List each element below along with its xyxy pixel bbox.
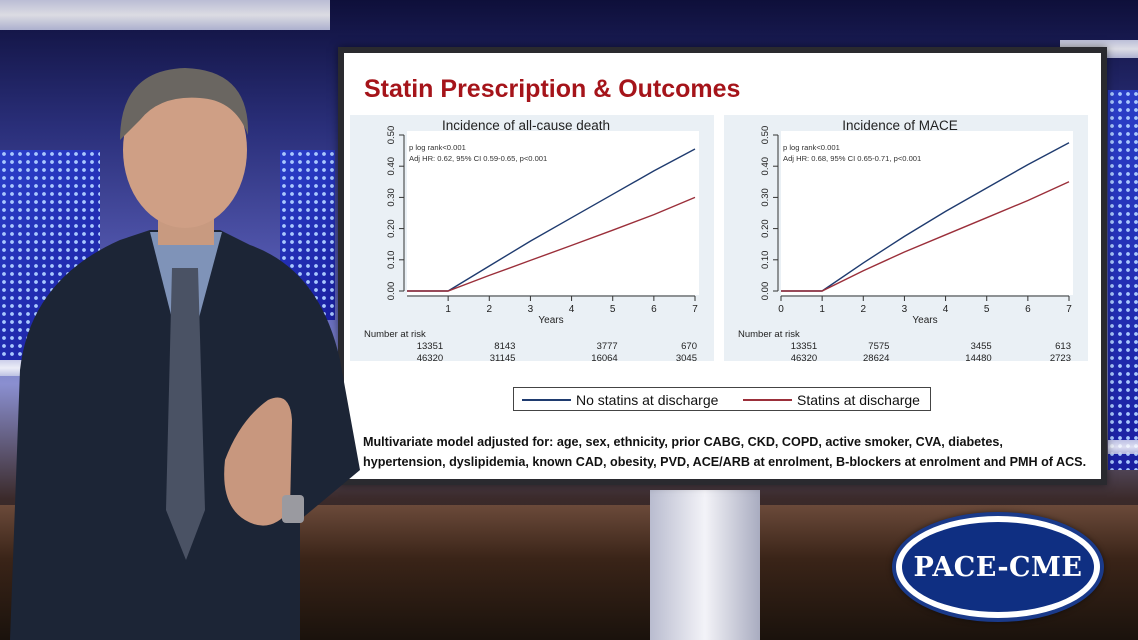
presentation-slide: Statin Prescription & Outcomes Incidence… bbox=[338, 47, 1107, 485]
presenter-watch bbox=[282, 495, 304, 523]
x-tick-label: 4 bbox=[943, 304, 949, 315]
risk-table-cell: 46320 bbox=[417, 353, 443, 361]
y-tick-label: 0.10 bbox=[386, 251, 397, 269]
series-line-statins bbox=[407, 196, 696, 292]
chart-panel-all-cause-death: Incidence of all-cause death 0.00 0.10 0.20… bbox=[350, 115, 714, 361]
x-tick-label: 6 bbox=[651, 304, 657, 315]
y-tick-label: 0.50 bbox=[760, 126, 771, 145]
series-line-no-statins bbox=[781, 142, 1070, 292]
risk-table-cell: 28624 bbox=[863, 353, 889, 361]
risk-table-cell: 7575 bbox=[868, 341, 889, 352]
y-tick-label: 0.20 bbox=[760, 219, 771, 238]
y-tick-label: 0.20 bbox=[386, 219, 397, 238]
x-tick-label: 2 bbox=[487, 304, 493, 315]
y-tick-label: 0.30 bbox=[386, 188, 397, 207]
risk-table-cell: 3045 bbox=[676, 353, 697, 361]
chart-all-cause-death: Incidence of all-cause death 0.00 0.10 0.20… bbox=[364, 118, 699, 361]
y-tick-label: 0.00 bbox=[760, 282, 771, 301]
footnote-line-2: hypertension, dyslipidemia, known CAD, o… bbox=[363, 455, 1087, 469]
presenter-figure bbox=[10, 68, 360, 640]
x-tick-label: 4 bbox=[569, 304, 575, 315]
risk-table-cell: 14480 bbox=[965, 353, 991, 361]
x-axis-label: Years bbox=[538, 315, 563, 326]
risk-table-cell: 31145 bbox=[490, 353, 516, 361]
series-line-statins bbox=[781, 181, 1070, 292]
risk-table-cell: 670 bbox=[681, 341, 697, 352]
chart-mace: Incidence of MACE 0.00 0.10 0.20 0.30 0.40 0.5… bbox=[738, 118, 1073, 361]
model-adjustment-footnote: Multivariate model adjusted for: age, se… bbox=[363, 432, 1103, 472]
presenter-hand bbox=[224, 397, 292, 526]
studio-light-bar-right bbox=[1108, 440, 1138, 454]
x-tick-label: 7 bbox=[1066, 304, 1072, 315]
x-tick-label: 1 bbox=[445, 304, 451, 315]
chart-legend: No statins at discharge Statins at disch… bbox=[513, 387, 931, 411]
footnote-line-1: Multivariate model adjusted for: age, se… bbox=[363, 435, 1003, 449]
presenter-hair bbox=[120, 68, 249, 140]
legend-label-statins: Statins at discharge bbox=[797, 392, 920, 408]
risk-table-cell: 46320 bbox=[791, 353, 817, 361]
studio-pillar bbox=[650, 490, 760, 640]
x-tick-label: 2 bbox=[861, 304, 867, 315]
y-tick-label: 0.00 bbox=[386, 282, 397, 301]
chart-panel-mace: Incidence of MACE 0.00 0.10 0.20 0.30 0.40 0.5… bbox=[724, 115, 1088, 361]
risk-table-cell: 2723 bbox=[1050, 353, 1071, 361]
x-tick-label: 5 bbox=[610, 304, 616, 315]
x-tick-label: 1 bbox=[819, 304, 825, 315]
pace-cme-logo: PACE-CME bbox=[892, 512, 1104, 622]
legend-label-no-statins: No statins at discharge bbox=[576, 392, 719, 408]
risk-table-cell: 3455 bbox=[971, 341, 992, 352]
x-tick-label: 6 bbox=[1025, 304, 1031, 315]
y-tick-label: 0.30 bbox=[760, 188, 771, 207]
risk-table-cell: 8143 bbox=[494, 341, 515, 352]
chart-annotation: p log rank<0.001 bbox=[783, 143, 840, 152]
studio-light-panel-left bbox=[0, 0, 330, 30]
risk-table-cell: 16064 bbox=[591, 353, 617, 361]
plot-area bbox=[781, 131, 1073, 295]
risk-table-label: Number at risk bbox=[364, 329, 426, 340]
y-tick-label: 0.10 bbox=[760, 251, 771, 269]
x-tick-label: 0 bbox=[778, 304, 784, 315]
chart-annotation: p log rank<0.001 bbox=[409, 143, 466, 152]
chart-annotation: Adj HR: 0.68, 95% CI 0.65-0.71, p<0.001 bbox=[783, 154, 921, 163]
presenter-head bbox=[123, 72, 247, 228]
risk-table-cell: 13351 bbox=[417, 341, 443, 352]
plot-area bbox=[407, 131, 699, 295]
studio-led-wall-right bbox=[1108, 90, 1138, 470]
chart-annotation: Adj HR: 0.62, 95% CI 0.59-0.65, p<0.001 bbox=[409, 154, 547, 163]
presenter-tie bbox=[166, 268, 205, 560]
x-tick-label: 7 bbox=[692, 304, 698, 315]
x-tick-label: 3 bbox=[902, 304, 908, 315]
x-tick-label: 3 bbox=[528, 304, 534, 315]
y-tick-label: 0.50 bbox=[386, 126, 397, 145]
risk-table-label: Number at risk bbox=[738, 329, 800, 340]
risk-table-cell: 613 bbox=[1055, 341, 1071, 352]
y-tick-label: 0.40 bbox=[386, 157, 397, 176]
logo-text: PACE-CME bbox=[913, 551, 1083, 583]
y-tick-label: 0.40 bbox=[760, 157, 771, 176]
slide-title: Statin Prescription & Outcomes bbox=[364, 75, 741, 103]
risk-table-cell: 3777 bbox=[597, 341, 618, 352]
chart-title: Incidence of MACE bbox=[842, 118, 958, 133]
x-tick-label: 5 bbox=[984, 304, 990, 315]
x-axis-label: Years bbox=[912, 315, 937, 326]
chart-title: Incidence of all-cause death bbox=[442, 118, 610, 133]
risk-table-cell: 13351 bbox=[791, 341, 817, 352]
series-line-no-statins bbox=[407, 148, 696, 292]
